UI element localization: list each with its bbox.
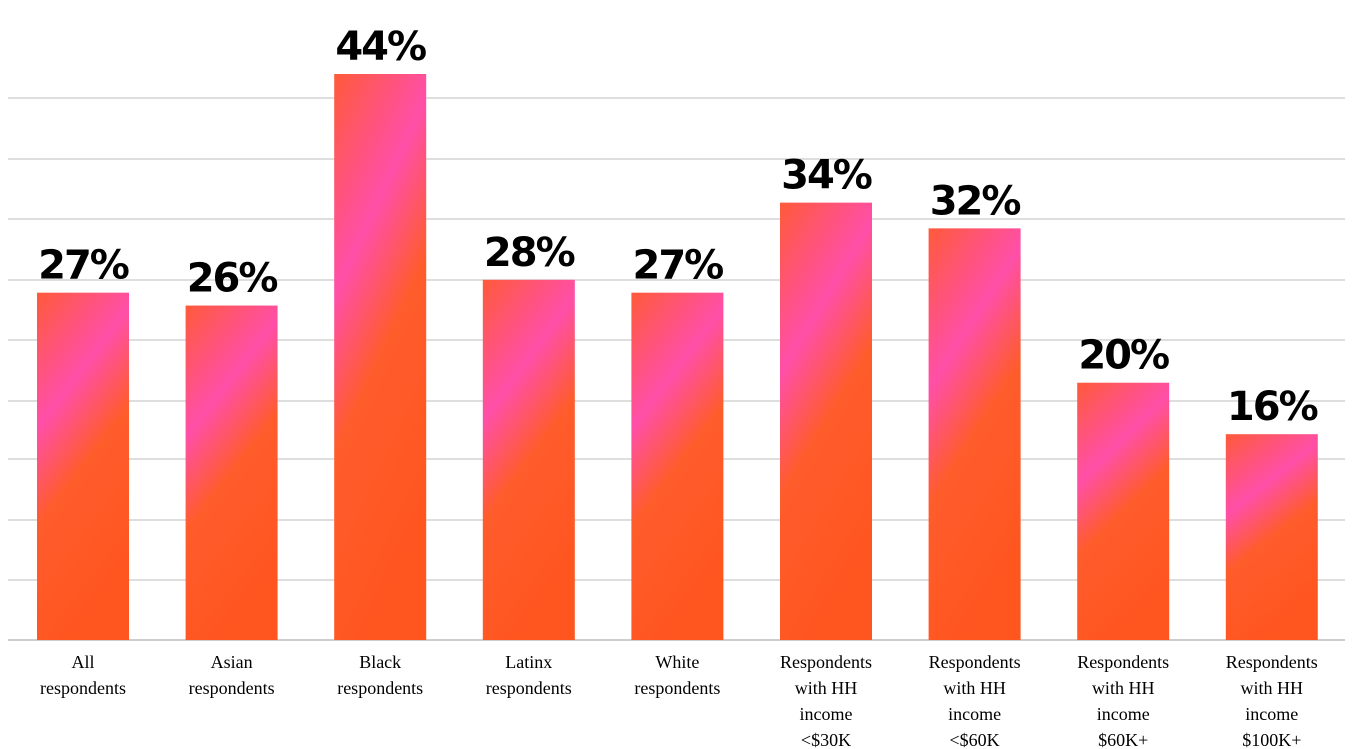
category-label: Respondents with HH income <$60K — [929, 652, 1021, 749]
category-label: Respondents with HH income $100K+ — [1226, 652, 1318, 749]
bar — [631, 292, 724, 640]
bar-value-label: 16% — [1227, 384, 1318, 430]
bar — [1225, 434, 1318, 640]
category-label: Asian respondents — [189, 652, 275, 698]
bar-value-label: 26% — [187, 256, 278, 302]
bar-value-label: 20% — [1078, 333, 1169, 379]
bar-value-label: 44% — [335, 24, 426, 70]
bar — [185, 305, 278, 640]
bar-value-label: 34% — [781, 153, 872, 199]
category-label: Black respondents — [337, 652, 423, 698]
bar-value-label: 28% — [484, 230, 575, 276]
category-label: Respondents with HH income $60K+ — [1077, 652, 1169, 749]
bar — [928, 228, 1021, 640]
bar — [334, 74, 427, 640]
value-labels: 27% 26% 44% 28% 27% 34% 32% 20% 16% — [38, 24, 1319, 430]
category-label: White respondents — [634, 652, 720, 698]
category-label: All respondents — [40, 652, 126, 698]
bar-value-label: 27% — [38, 243, 129, 289]
bar — [780, 202, 872, 641]
category-label: Latinx respondents — [486, 652, 572, 698]
category-labels: All respondents Asian respondents Black respo… — [40, 652, 1318, 749]
bar — [482, 279, 575, 640]
bar-value-label: 32% — [930, 178, 1021, 224]
bar-value-label: 27% — [633, 243, 724, 289]
category-label: Respondents with HH income <$30K — [780, 652, 872, 749]
bar — [1077, 382, 1170, 640]
bars — [37, 74, 1318, 641]
bar — [37, 292, 129, 640]
